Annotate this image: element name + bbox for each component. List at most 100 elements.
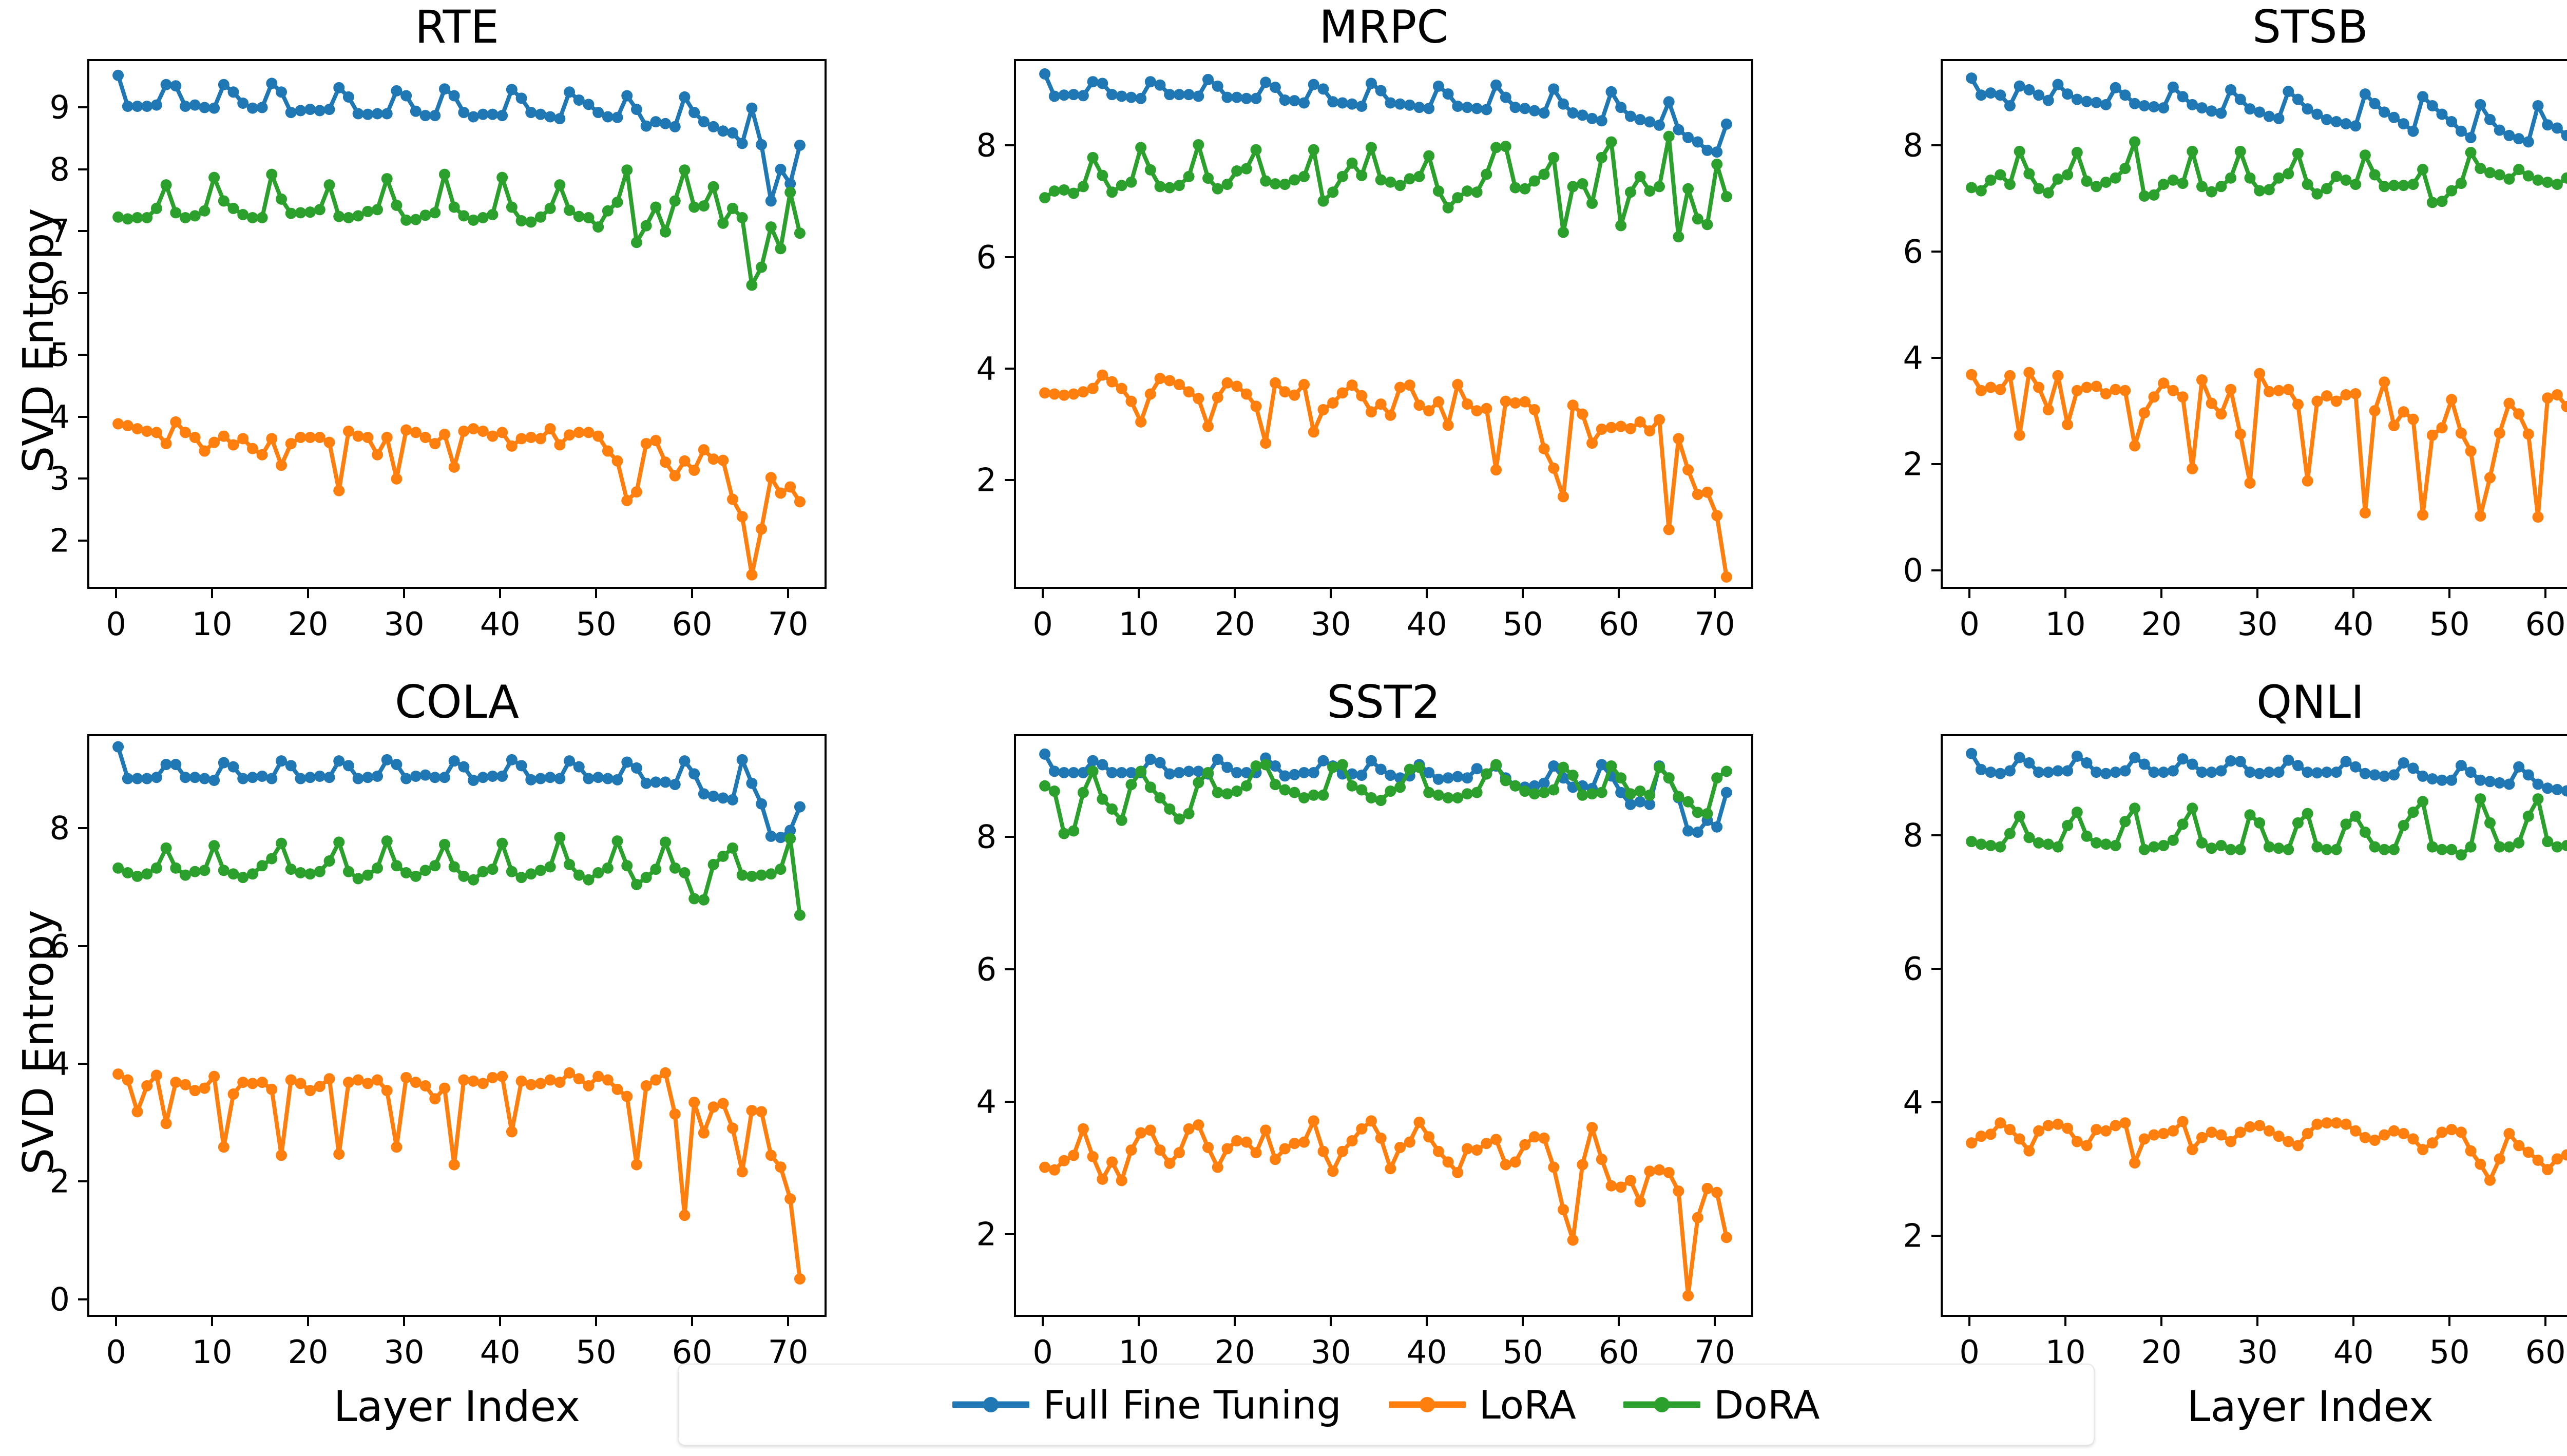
data-point [448,755,460,767]
data-point [2369,405,2381,417]
data-point [736,869,748,881]
data-point [199,1082,210,1094]
data-point [2446,116,2458,127]
y-tick-label: 2 [49,522,70,560]
data-point [2340,818,2352,830]
data-point [1985,767,1997,778]
x-tick-label: 0 [1959,605,1980,643]
data-point [1164,1157,1176,1169]
data-point [1682,825,1694,837]
data-point [2071,750,2083,762]
data-point [1548,463,1560,474]
legend-entry-full-fine-tuning[interactable]: Full Fine Tuning [952,1382,1342,1428]
data-point [2513,164,2525,176]
data-point [554,179,566,191]
legend-entry-dora[interactable]: DoRA [1623,1382,1820,1428]
panel-sst2: SST22468010203040506070Layer Index [976,677,1753,1431]
data-point [660,118,672,129]
data-point [1471,103,1483,114]
data-point [458,425,470,437]
series-dora [112,832,806,921]
data-point [2311,395,2323,407]
data-point [2475,774,2486,786]
data-point [295,432,306,444]
data-point [707,181,719,193]
data-point [381,754,393,765]
data-point [765,868,777,880]
data-point [1164,182,1176,194]
data-point [1653,119,1665,131]
data-point [276,86,288,98]
data-point [2110,172,2121,184]
data-point [410,214,422,225]
data-point [2321,113,2333,125]
data-point [2321,1117,2333,1129]
data-point [2532,174,2544,186]
data-point [496,1070,508,1082]
data-point [698,788,710,800]
data-point [2148,841,2160,853]
data-point [1356,770,1368,781]
data-point [1500,91,1511,103]
data-point [227,1088,239,1100]
data-point [2023,757,2035,769]
data-point [2484,472,2496,484]
data-point [2052,1118,2064,1130]
data-point [2379,376,2390,388]
data-point [2187,463,2198,474]
data-point [2014,145,2025,157]
data-point [1423,767,1435,778]
data-point [2081,1140,2093,1152]
data-point [2426,773,2438,785]
data-point [2206,842,2217,854]
data-point [122,213,133,225]
data-point [1327,397,1339,409]
data-point [189,866,201,877]
data-point [1528,105,1540,117]
data-point [1308,426,1319,438]
data-point [707,453,719,465]
data-point [1548,760,1560,772]
data-point [1289,787,1300,798]
data-point [342,866,354,877]
data-point [1298,792,1310,803]
data-point [1509,182,1521,194]
data-point [1413,761,1425,773]
data-point [1720,1232,1732,1243]
data-point [256,102,268,113]
x-tick-mark [1426,1317,1428,1326]
data-point [2273,1131,2285,1142]
panel-title-stsb: STSB [2252,1,2368,53]
data-point [2350,120,2362,132]
data-point [2167,1125,2179,1137]
data-point [1231,380,1243,392]
data-point [2014,752,2025,763]
data-point [1346,1135,1358,1147]
data-point [1644,1165,1656,1177]
y-tick-label: 0 [49,1280,70,1318]
data-point [180,427,191,438]
x-tick-mark [1330,1317,1332,1326]
data-point [2062,1122,2074,1134]
x-tick-label: 30 [2237,1333,2278,1371]
legend-entry-lora[interactable]: LoRA [1388,1382,1576,1428]
data-point [2465,147,2477,159]
y-tick-label: 4 [49,1045,70,1083]
data-point [1432,185,1444,197]
data-point [2062,419,2074,431]
data-point [2283,86,2294,97]
data-point [630,104,642,116]
data-point [496,770,508,782]
data-point [2321,183,2333,195]
data-point [564,204,576,216]
data-point [180,772,191,783]
data-point [2475,1158,2486,1170]
data-point [1106,186,1118,198]
data-point [1269,178,1281,189]
data-point [112,418,124,430]
y-tick-label: 2 [976,461,997,499]
data-point [564,1067,576,1079]
data-point [1317,404,1329,415]
data-point [2398,118,2409,130]
data-point [534,211,546,223]
